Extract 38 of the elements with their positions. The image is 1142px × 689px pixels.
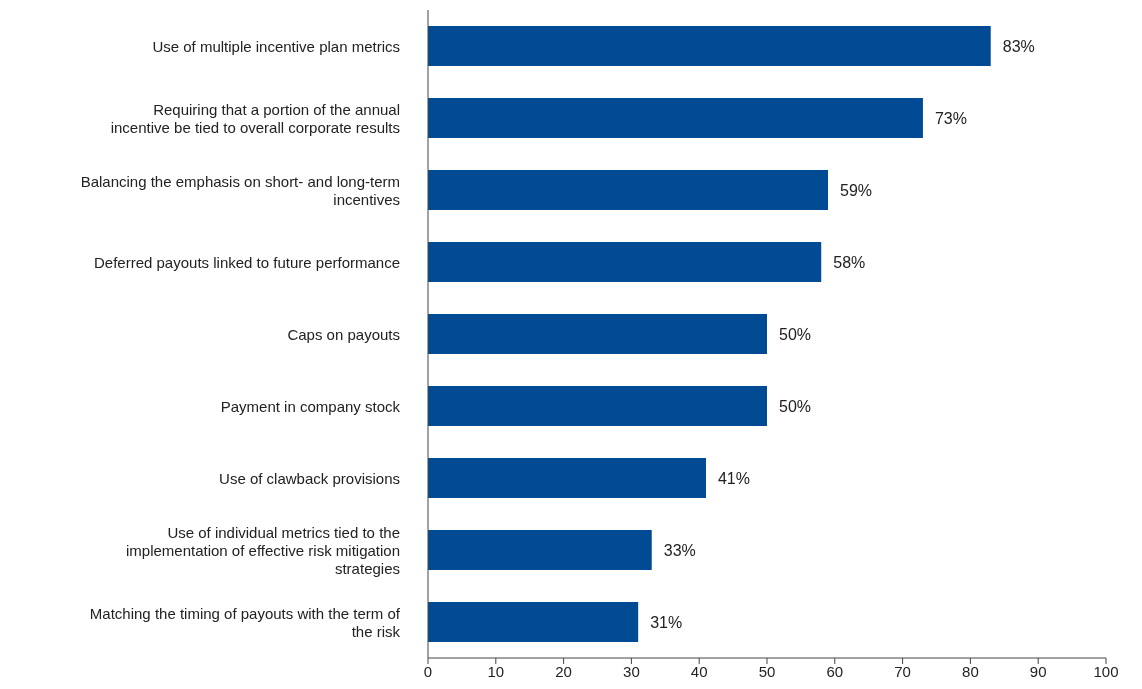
x-tick-label: 90 (1029, 662, 1047, 680)
x-tick-label: 60 (826, 662, 844, 680)
y-tick-label: Use of clawback provisions (219, 469, 400, 487)
y-tick-label: Matching the timing of payouts with the term of the risk (89, 604, 401, 640)
bar (428, 530, 652, 570)
x-tick-label: 30 (623, 662, 640, 680)
bar (428, 26, 991, 66)
y-tick-label: Use of individual metrics tied to the implementation of effective risk mitigation strategies (125, 523, 400, 577)
y-tick-label: Payment in company stock (220, 397, 401, 415)
data-label: 58% (833, 253, 866, 271)
data-label: 50% (779, 397, 812, 415)
y-tick-label: Deferred payouts linked to future performance (94, 253, 400, 271)
data-label: 33% (663, 541, 696, 559)
x-tick-label: 10 (487, 662, 505, 680)
y-tick-label: Balancing the emphasis on short- and long-term incentives (80, 172, 400, 208)
data-label: 50% (779, 325, 812, 343)
data-label: 31% (650, 613, 683, 631)
data-label: 41% (717, 469, 751, 487)
x-tick-label: 80 (962, 662, 979, 680)
x-tick-label: 20 (555, 662, 572, 680)
y-tick-label: Caps on payouts (287, 325, 400, 343)
x-tick-label: 0 (423, 662, 433, 680)
bar (428, 458, 706, 498)
bar (428, 602, 639, 642)
data-label: 83% (1002, 37, 1035, 55)
y-tick-label: Requiring that a portion of the annual incentive be tied to overall corporate results (110, 100, 400, 136)
bar (428, 386, 767, 426)
data-label: 73% (934, 109, 967, 127)
x-tick-label: 70 (894, 662, 911, 680)
bar (428, 314, 767, 354)
y-tick-label: Use of multiple incentive plan metrics (152, 37, 400, 55)
x-tick-label: 40 (690, 662, 708, 680)
x-tick-label: 100 (1093, 662, 1119, 680)
bar (428, 98, 923, 138)
x-tick-label: 50 (758, 662, 776, 680)
bar (428, 170, 829, 210)
data-label: 59% (840, 181, 873, 199)
bar (428, 242, 822, 282)
